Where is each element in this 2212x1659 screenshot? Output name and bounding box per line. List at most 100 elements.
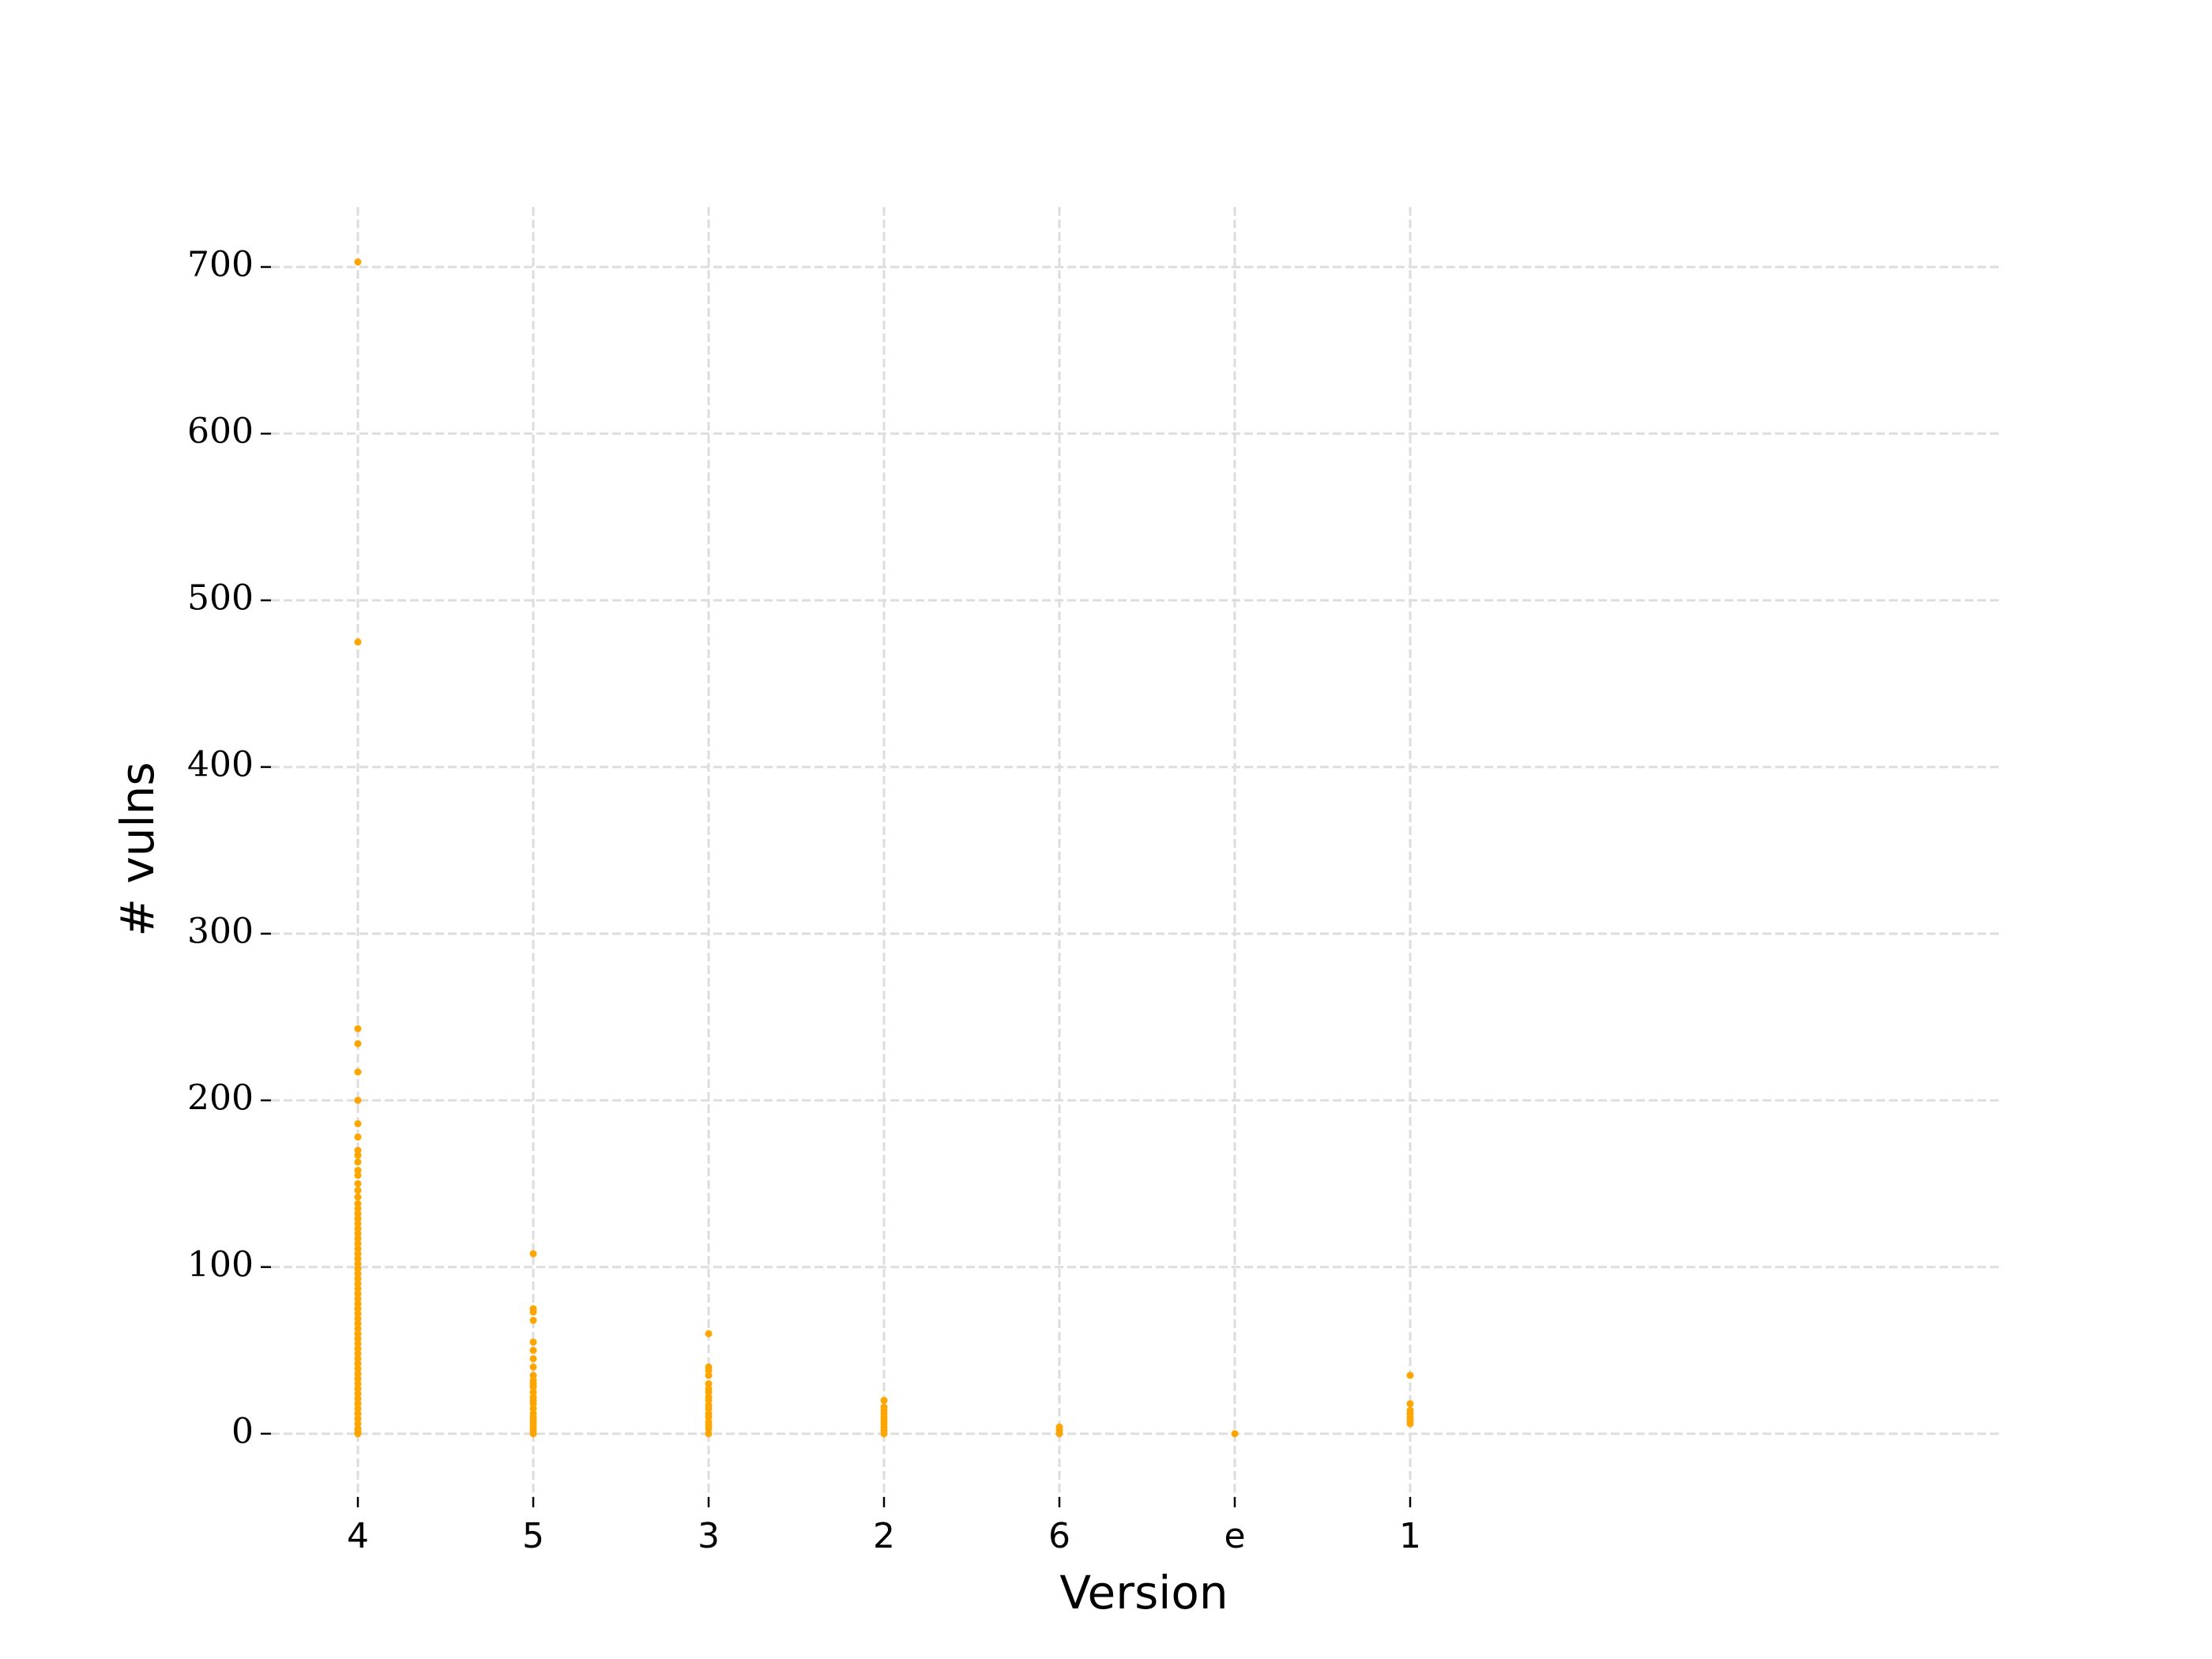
point bbox=[354, 1380, 362, 1388]
y-tick-label: 500 bbox=[187, 577, 254, 618]
point bbox=[354, 1209, 362, 1217]
point bbox=[354, 1405, 362, 1413]
point bbox=[354, 1025, 362, 1033]
point bbox=[354, 1133, 362, 1141]
point bbox=[354, 1158, 362, 1166]
point bbox=[354, 1340, 362, 1348]
point bbox=[354, 1375, 362, 1382]
point bbox=[354, 1370, 362, 1378]
x-tick-label: 2 bbox=[873, 1516, 895, 1556]
point bbox=[354, 1220, 362, 1228]
point bbox=[705, 1388, 713, 1396]
point bbox=[354, 1193, 362, 1201]
point bbox=[1406, 1420, 1414, 1428]
point bbox=[529, 1363, 537, 1371]
y-tick-label: 200 bbox=[187, 1078, 254, 1118]
point bbox=[354, 1300, 362, 1307]
point bbox=[354, 1230, 362, 1238]
point bbox=[354, 1068, 362, 1076]
y-tick-label: 0 bbox=[231, 1411, 254, 1451]
point bbox=[354, 1250, 362, 1258]
point bbox=[529, 1430, 537, 1438]
point bbox=[354, 1215, 362, 1223]
point bbox=[705, 1380, 713, 1388]
point bbox=[705, 1424, 713, 1432]
point bbox=[354, 1290, 362, 1298]
point bbox=[354, 1275, 362, 1283]
x-tick-label: 5 bbox=[522, 1516, 544, 1556]
point bbox=[705, 1405, 713, 1413]
point bbox=[354, 1260, 362, 1268]
point bbox=[1231, 1430, 1239, 1438]
point bbox=[354, 1245, 362, 1253]
point bbox=[354, 1151, 362, 1159]
point bbox=[705, 1330, 713, 1337]
y-tick-label: 300 bbox=[187, 911, 254, 951]
point bbox=[529, 1308, 537, 1316]
point bbox=[529, 1316, 537, 1324]
point bbox=[354, 1097, 362, 1104]
point bbox=[354, 1285, 362, 1292]
point bbox=[354, 1224, 362, 1232]
point bbox=[354, 1166, 362, 1174]
point bbox=[354, 1355, 362, 1363]
point bbox=[354, 1350, 362, 1358]
point bbox=[354, 1335, 362, 1343]
point bbox=[354, 1420, 362, 1428]
point bbox=[354, 1295, 362, 1303]
point bbox=[354, 1305, 362, 1313]
point bbox=[354, 1280, 362, 1288]
point bbox=[354, 1265, 362, 1273]
point bbox=[529, 1250, 537, 1258]
y-axis-label: # vulns bbox=[111, 762, 164, 936]
point bbox=[354, 1365, 362, 1373]
point bbox=[354, 1187, 362, 1194]
point bbox=[1055, 1430, 1063, 1438]
point bbox=[354, 1172, 362, 1179]
point bbox=[529, 1371, 537, 1379]
point bbox=[354, 1200, 362, 1208]
point bbox=[354, 1345, 362, 1352]
point bbox=[354, 1040, 362, 1048]
point bbox=[705, 1367, 713, 1375]
point bbox=[529, 1346, 537, 1354]
point bbox=[354, 1330, 362, 1337]
point bbox=[354, 1400, 362, 1408]
x-tick-label: 6 bbox=[1048, 1516, 1070, 1556]
y-tick-label: 600 bbox=[187, 411, 254, 451]
point bbox=[354, 258, 362, 266]
point bbox=[354, 638, 362, 646]
point bbox=[354, 1410, 362, 1418]
x-tick-label: 3 bbox=[698, 1516, 720, 1556]
point bbox=[354, 1119, 362, 1127]
point bbox=[529, 1383, 537, 1391]
point bbox=[354, 1320, 362, 1328]
point bbox=[354, 1179, 362, 1187]
point bbox=[354, 1430, 362, 1438]
y-tick-label: 100 bbox=[187, 1244, 254, 1285]
point bbox=[354, 1146, 362, 1154]
x-axis-label: Version bbox=[1059, 1566, 1228, 1620]
point bbox=[529, 1338, 537, 1346]
point bbox=[880, 1430, 888, 1438]
point bbox=[354, 1310, 362, 1318]
point bbox=[705, 1371, 713, 1379]
y-tick-label: 700 bbox=[187, 244, 254, 284]
point bbox=[705, 1413, 713, 1421]
x-tick-label: 1 bbox=[1399, 1516, 1421, 1556]
point bbox=[354, 1415, 362, 1423]
point bbox=[354, 1390, 362, 1398]
point bbox=[880, 1397, 888, 1405]
point bbox=[529, 1388, 537, 1396]
point bbox=[354, 1255, 362, 1262]
point bbox=[529, 1400, 537, 1408]
point bbox=[354, 1235, 362, 1243]
point bbox=[354, 1240, 362, 1247]
point bbox=[354, 1325, 362, 1333]
point bbox=[354, 1385, 362, 1393]
point bbox=[1406, 1400, 1414, 1408]
point bbox=[529, 1355, 537, 1363]
point bbox=[1406, 1371, 1414, 1379]
point bbox=[354, 1315, 362, 1322]
point bbox=[705, 1430, 713, 1438]
